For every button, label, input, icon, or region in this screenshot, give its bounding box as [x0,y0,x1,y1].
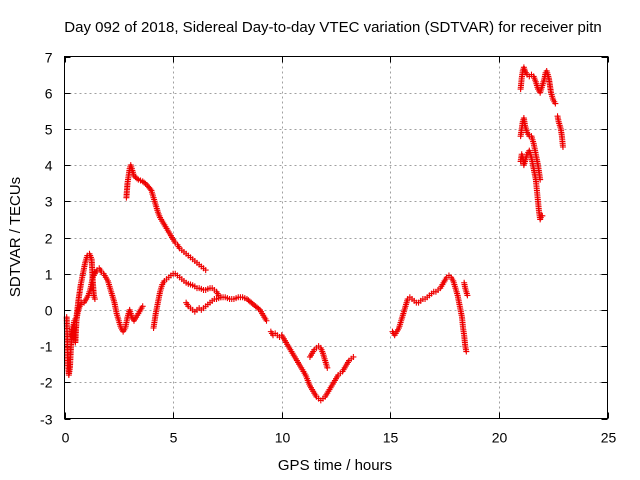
y-tick-label: -2 [40,375,53,391]
series-sat-k [517,147,546,223]
data-points [63,64,566,404]
x-tick-label: 15 [383,430,399,446]
series-sat-i [461,279,471,299]
axis-ticks [64,56,609,420]
data-point [263,317,270,324]
data-point [133,175,140,182]
data-point [324,364,331,371]
data-point [91,296,98,303]
data-point [202,267,209,274]
series-sat-j [517,64,559,107]
data-point [552,100,559,107]
y-tick-labels: -3 -2 -1 0 1 2 3 4 5 6 7 [40,50,53,428]
data-point [139,303,146,310]
x-tick-label: 25 [601,430,617,446]
data-point [147,186,154,193]
series-sat-a [63,265,146,379]
y-tick-label: 4 [45,158,53,174]
y-tick-label: 3 [45,194,53,210]
chart-title: Day 092 of 2018, Sidereal Day-to-day VTE… [64,19,601,36]
data-point [559,144,566,150]
y-tick-label: 1 [45,267,53,283]
data-point [255,305,262,312]
y-tick-label: -3 [40,412,53,428]
data-point [464,292,471,299]
data-point [537,176,544,183]
y-tick-label: 0 [45,303,53,319]
y-tick-label: -1 [40,339,53,355]
series-sat-f [267,328,357,404]
grid [64,56,608,419]
series-sat-l [517,115,544,183]
y-tick-label: 6 [45,86,53,102]
x-tick-labels: 0 5 10 15 20 25 [62,430,617,446]
y-tick-label: 2 [45,231,53,247]
series-sat-c [123,162,209,274]
series-sat-m [554,113,566,150]
series-sat-g [306,343,331,371]
x-tick-label: 5 [170,430,178,446]
x-tick-label: 10 [275,430,291,446]
x-axis-title: GPS time / hours [278,457,392,474]
series-sat-e [183,294,270,324]
y-tick-label: 5 [45,122,53,138]
series-sat-b [69,250,98,335]
plot-frame [64,56,608,419]
data-point [539,212,546,219]
x-tick-label: 0 [62,430,70,446]
data-point [463,348,470,355]
data-point [350,353,357,360]
y-tick-label: 7 [45,50,53,66]
y-axis-title: SDTVAR / TECUs [7,177,24,297]
series-sat-h [389,272,470,355]
x-tick-label: 20 [492,430,508,446]
